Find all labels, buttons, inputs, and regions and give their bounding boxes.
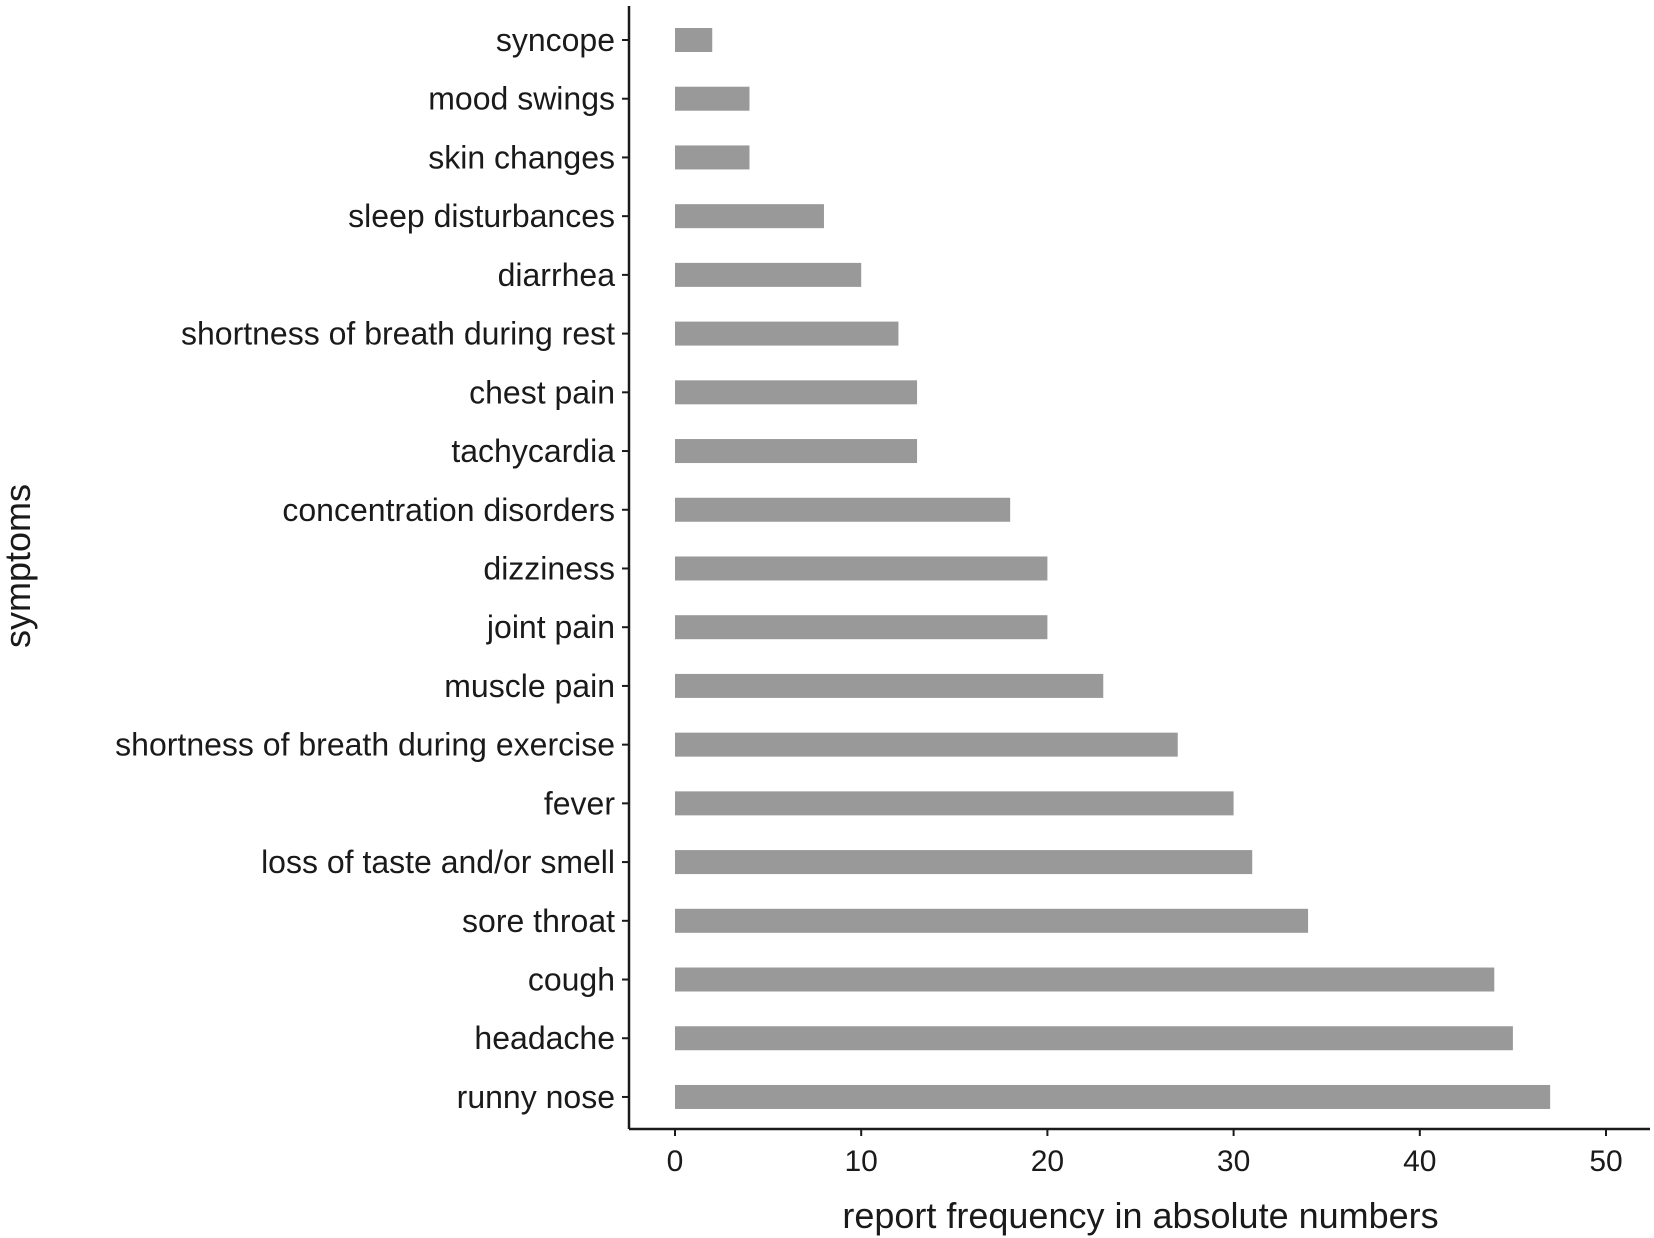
category-label: fever (544, 785, 615, 821)
x-tick-label: 0 (667, 1145, 684, 1178)
bar (675, 321, 899, 346)
bar (675, 262, 862, 287)
x-tick-label: 50 (1589, 1145, 1622, 1178)
category-label: cough (528, 962, 615, 998)
category-label: muscle pain (444, 668, 615, 704)
x-tick-label: 20 (1031, 1145, 1064, 1178)
bar (675, 145, 750, 170)
category-label: chest pain (469, 374, 615, 410)
category-label: sore throat (462, 903, 615, 939)
category-label: headache (474, 1020, 615, 1056)
bar (675, 732, 1178, 757)
category-label: skin changes (428, 139, 615, 175)
bar (675, 967, 1495, 992)
x-tick-labels: 0 10 20 30 40 50 (667, 1129, 1623, 1178)
category-label: concentration disorders (282, 492, 615, 528)
bar (675, 908, 1309, 933)
category-label: dizziness (483, 550, 615, 586)
category-label: shortness of breath during exercise (115, 727, 615, 763)
bar (675, 556, 1048, 581)
x-tick-label: 40 (1403, 1145, 1436, 1178)
category-label: diarrhea (498, 257, 616, 293)
category-label: loss of taste and/or smell (261, 844, 615, 880)
category-label: sleep disturbances (348, 198, 615, 234)
bar (675, 28, 713, 52)
category-label: syncope (496, 22, 615, 58)
category-label: mood swings (428, 81, 615, 117)
bar (675, 1026, 1513, 1051)
bar (675, 791, 1234, 816)
bar (675, 615, 1048, 640)
category-labels: syncope mood swings skin changes sleep dist… (115, 22, 629, 1115)
category-label: runny nose (457, 1079, 615, 1115)
x-axis-title: report frequency in absolute numbers (842, 1195, 1438, 1236)
bar (675, 439, 918, 464)
bar (675, 497, 1011, 522)
category-label: shortness of breath during rest (181, 316, 615, 352)
bar (675, 673, 1104, 698)
bar (675, 1084, 1551, 1109)
y-axis-title: symptoms (0, 484, 38, 648)
bar (675, 380, 918, 405)
bar (675, 86, 750, 111)
bar (675, 204, 824, 229)
bars-group (675, 28, 1551, 1109)
x-tick-label: 10 (845, 1145, 878, 1178)
category-label: joint pain (486, 609, 615, 645)
category-label: tachycardia (451, 433, 615, 469)
x-tick-label: 30 (1217, 1145, 1250, 1178)
bar (675, 850, 1253, 875)
